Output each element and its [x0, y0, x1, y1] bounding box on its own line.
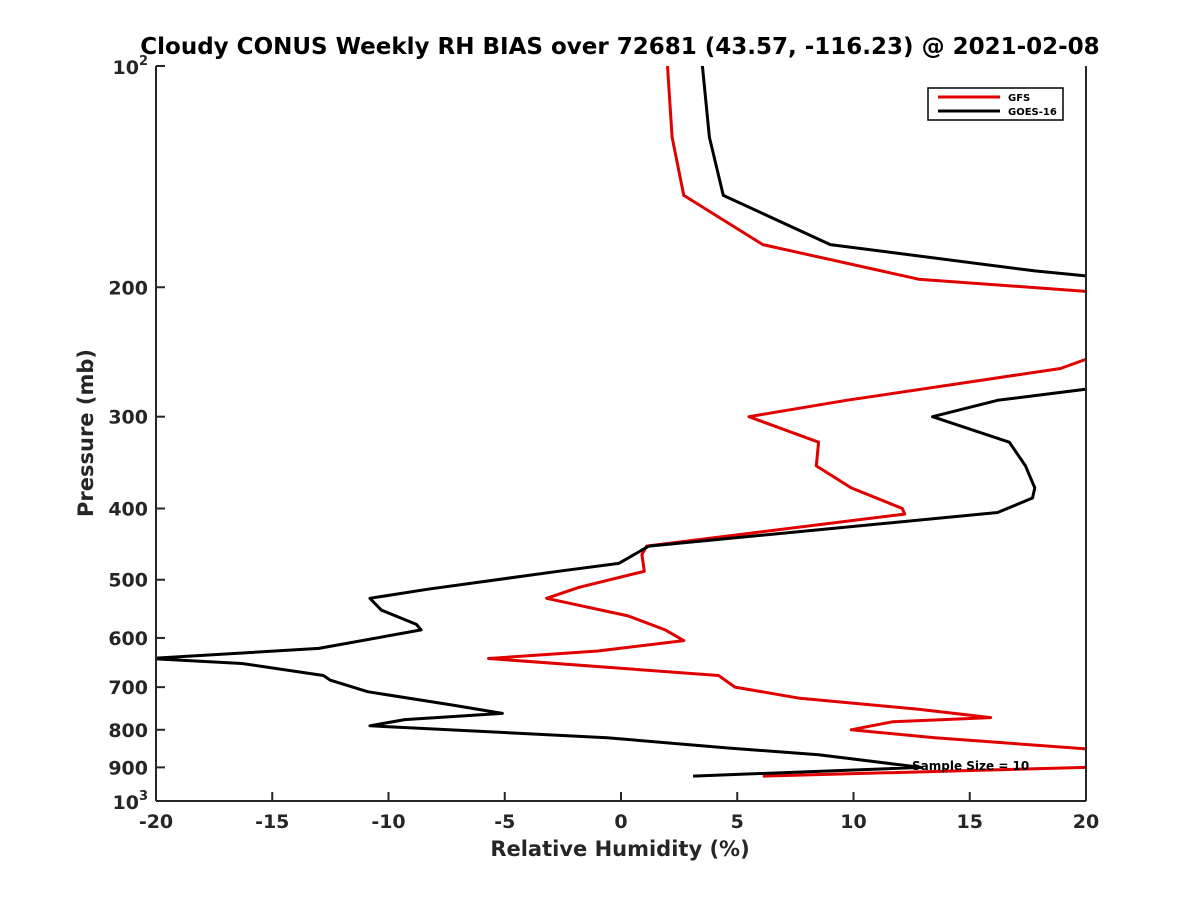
y-tick-label: 700 — [108, 677, 148, 699]
y-tick-label: 200 — [108, 277, 148, 299]
legend-label: GFS — [1008, 93, 1030, 104]
sample-size-annotation: Sample Size = 10 — [912, 759, 1029, 773]
y-power-tick-label: 102 — [113, 54, 149, 79]
chart-title: Cloudy CONUS Weekly RH BIAS over 72681 (… — [140, 34, 1099, 60]
x-tick-label: -20 — [139, 811, 173, 833]
y-tick-label: 900 — [108, 757, 148, 779]
x-axis: -20 -15 -10 -5 0 5 10 15 20 — [139, 792, 1099, 833]
y-power-tick-label: 103 — [113, 789, 149, 814]
x-tick-label: 10 — [840, 811, 866, 833]
y-tick-label: 500 — [108, 570, 148, 592]
x-tick-label: -10 — [371, 811, 405, 833]
plot-frame — [155, 66, 1087, 802]
y-axis: 200 300 400 500 600 700 800 900 102 103 — [108, 54, 165, 814]
legend-box — [927, 87, 1064, 121]
y-tick-label: 300 — [108, 407, 148, 429]
x-tick-label: 20 — [1073, 811, 1099, 833]
y-tick-label: 400 — [108, 499, 148, 521]
series-line-gfs — [487, 66, 1086, 778]
y-axis-label: Pressure (mb) — [74, 349, 98, 517]
x-tick-label: 5 — [731, 811, 744, 833]
x-tick-label: 0 — [614, 811, 627, 833]
y-tick-label: 600 — [108, 628, 148, 650]
legend-label: GOES-16 — [1008, 107, 1057, 118]
y-tick-label: 800 — [108, 720, 148, 742]
x-tick-label: 15 — [957, 811, 983, 833]
series-line-goes-16 — [156, 66, 1086, 778]
x-tick-label: -15 — [255, 811, 289, 833]
series-lines — [156, 66, 1086, 778]
legend: GFS GOES-16 — [927, 87, 1064, 121]
x-tick-label: -5 — [494, 811, 515, 833]
x-axis-label: Relative Humidity (%) — [490, 837, 749, 861]
